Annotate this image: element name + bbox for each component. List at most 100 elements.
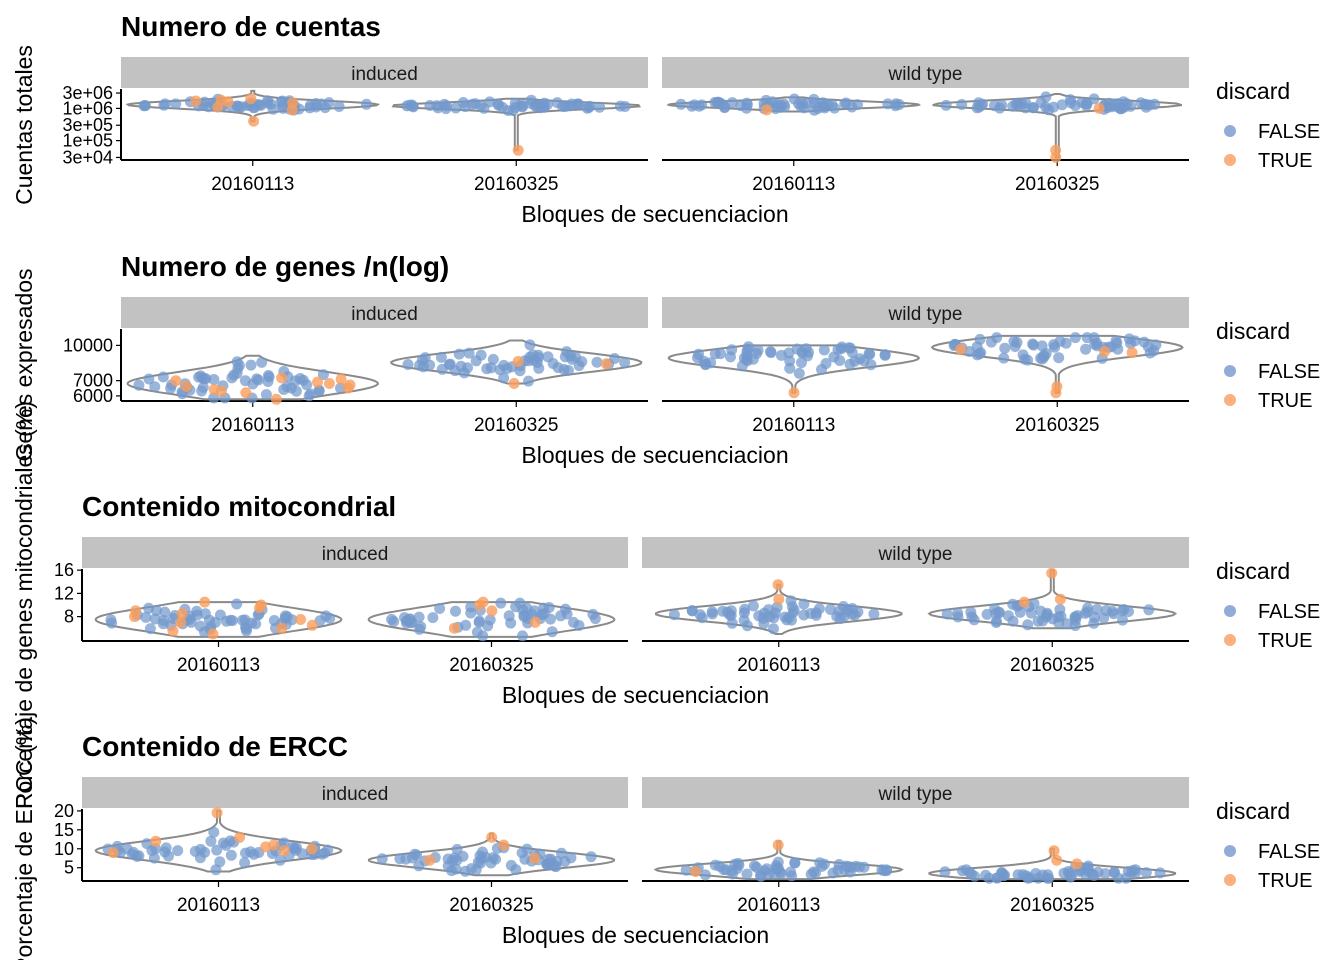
- legend-key-true: [1224, 874, 1236, 886]
- point-false: [477, 846, 488, 858]
- point-false: [741, 99, 753, 111]
- point-true: [306, 619, 318, 631]
- point-false: [589, 613, 601, 625]
- point-false: [1069, 100, 1081, 112]
- point-false: [413, 611, 425, 623]
- point-false: [158, 99, 170, 111]
- point-false: [753, 610, 765, 622]
- point-false: [793, 367, 805, 379]
- facet-strip-label: wild type: [878, 544, 953, 565]
- point-false: [1048, 101, 1060, 113]
- point-false: [138, 100, 150, 112]
- point-false: [700, 358, 712, 370]
- point-false: [738, 614, 750, 626]
- point-false: [715, 348, 726, 360]
- point-false: [197, 381, 209, 393]
- point-false: [853, 861, 865, 873]
- point-false: [686, 605, 698, 617]
- point-false: [941, 608, 953, 620]
- point-false: [335, 382, 346, 394]
- panel-row-2: Numero de genes /n(log) Genes expresados B…: [11, 251, 1320, 468]
- facet-strip: [642, 777, 1189, 808]
- point-false: [747, 353, 759, 365]
- legend-title: discard: [1216, 798, 1290, 824]
- point-false: [184, 613, 196, 625]
- point-false: [278, 384, 290, 395]
- point-false: [143, 373, 155, 385]
- point-false: [692, 352, 703, 364]
- point-false: [1149, 98, 1161, 110]
- point-false: [487, 353, 499, 365]
- y-tick-label: 16: [54, 560, 74, 580]
- legend-label: TRUE: [1258, 390, 1312, 412]
- point-true: [1054, 593, 1066, 605]
- point-true: [295, 614, 307, 625]
- point-false: [163, 850, 174, 862]
- point-false: [732, 857, 744, 869]
- point-false: [524, 339, 536, 351]
- point-false: [239, 857, 251, 869]
- point-false: [990, 617, 1002, 628]
- point-false: [994, 102, 1006, 114]
- facet-strip: [662, 297, 1189, 328]
- legend: discard FALSE TRUE: [1216, 558, 1320, 652]
- point-false: [1036, 340, 1048, 352]
- point-false: [1091, 337, 1103, 349]
- point-false: [1107, 605, 1118, 617]
- point-true: [473, 599, 485, 611]
- point-true: [270, 393, 282, 405]
- facet-induced: induced 20160113 20160325: [120, 297, 648, 436]
- facet-strip-label: induced: [351, 64, 418, 85]
- y-tick-label: 6000: [73, 386, 113, 406]
- point-true: [1050, 151, 1062, 163]
- point-false: [492, 98, 504, 110]
- point-true: [1126, 347, 1138, 359]
- point-false: [844, 358, 856, 370]
- point-false: [158, 615, 170, 626]
- point-false: [1017, 349, 1029, 361]
- point-false: [1010, 98, 1022, 110]
- point-false: [388, 616, 400, 627]
- point-true: [268, 839, 280, 851]
- point-false: [1027, 338, 1039, 350]
- point-false: [998, 352, 1010, 364]
- facet-strip-label: wild type: [878, 784, 953, 805]
- y-tick-label: 3e+06: [62, 83, 113, 103]
- point-false: [980, 869, 992, 881]
- point-false: [1053, 352, 1065, 364]
- point-false: [413, 623, 425, 635]
- point-false: [1138, 336, 1150, 348]
- point-false: [443, 359, 455, 371]
- point-false: [245, 359, 257, 371]
- point-false: [788, 604, 800, 616]
- point-true: [167, 625, 179, 637]
- panel-row-1: Numero de cuentas Cuentas totales Bloques …: [11, 11, 1320, 227]
- point-false: [828, 351, 840, 363]
- x-axis-label: Bloques de secuenciacion: [502, 682, 769, 708]
- x-axis-label: Bloques de secuenciacion: [521, 201, 788, 227]
- y-axis-label: Cuentas totales: [11, 45, 37, 205]
- point-false: [509, 102, 521, 113]
- legend-title: discard: [1216, 78, 1290, 104]
- y-tick-label: 7000: [73, 371, 113, 391]
- facet-strip-label: wild type: [888, 64, 963, 85]
- point-true: [130, 605, 142, 617]
- point-false: [555, 610, 567, 622]
- point-false: [542, 99, 553, 110]
- point-false: [570, 351, 582, 363]
- legend: discard FALSE TRUE: [1216, 798, 1320, 892]
- point-false: [262, 376, 274, 387]
- point-false: [893, 99, 905, 110]
- point-false: [827, 867, 839, 879]
- point-false: [517, 630, 528, 642]
- point-false: [324, 612, 336, 624]
- facet-induced: induced 20160113 20160325: [120, 57, 648, 195]
- point-false: [251, 373, 263, 385]
- point-true: [955, 343, 967, 355]
- point-false: [825, 604, 836, 615]
- y-tick-label: 5: [64, 858, 74, 878]
- point-false: [1108, 866, 1120, 878]
- x-tick-label: 20160325: [449, 895, 534, 916]
- point-false: [323, 97, 335, 109]
- point-false: [1069, 611, 1081, 623]
